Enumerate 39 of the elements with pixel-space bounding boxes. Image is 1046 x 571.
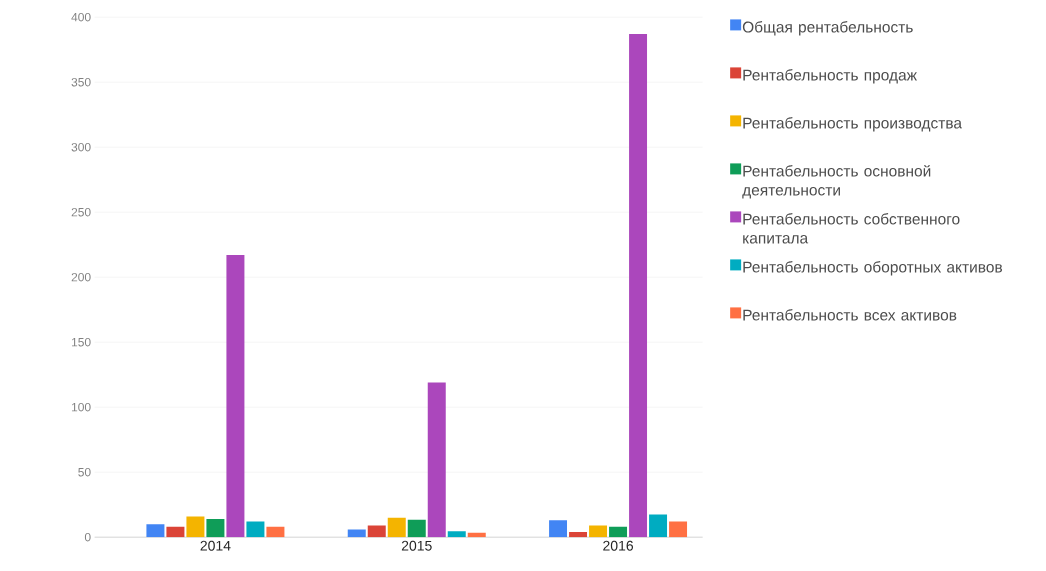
y-tick-label: 300 [71, 142, 91, 152]
bar [629, 34, 648, 538]
x-tick-label: 2015 [401, 540, 432, 551]
bar [447, 531, 466, 538]
y-tick-label: 100 [71, 402, 91, 412]
legend-label: Рентабельность производства [743, 117, 963, 132]
bar [226, 255, 245, 538]
bar [266, 526, 285, 538]
bar [609, 526, 628, 538]
legend-label: Рентабельность оборотных активов [743, 261, 1003, 276]
legend-label: Рентабельность основной деятельности [742, 164, 931, 199]
y-tick-label: 400 [71, 12, 91, 22]
bar [669, 521, 688, 538]
bar [367, 525, 386, 538]
bar [549, 520, 568, 538]
bar [246, 521, 265, 538]
bar [186, 516, 205, 538]
y-tick-label: 50 [78, 467, 91, 477]
bar [589, 525, 608, 538]
bar [206, 519, 225, 538]
bar [407, 519, 426, 538]
bar [387, 517, 406, 538]
bar [569, 532, 588, 538]
bar [427, 382, 446, 538]
legend-label: Рентабельность всех активов [743, 309, 957, 321]
y-tick-label: 200 [71, 272, 91, 282]
y-tick-label: 350 [71, 77, 91, 87]
y-tick-label: 150 [71, 337, 91, 347]
x-tick-label: 2016 [603, 540, 634, 551]
bar [166, 526, 185, 538]
y-tick-label: 0 [84, 532, 91, 542]
bar [347, 529, 366, 538]
legend-label: Рентабельность собственного капитала [743, 213, 960, 244]
legend-label: Рентабельность продаж [743, 69, 917, 84]
y-tick-label: 250 [71, 207, 91, 217]
bar [649, 514, 668, 538]
legend-label: Общая рентабельность [742, 21, 913, 36]
bar [146, 524, 165, 538]
x-tick-label: 2014 [200, 540, 231, 551]
